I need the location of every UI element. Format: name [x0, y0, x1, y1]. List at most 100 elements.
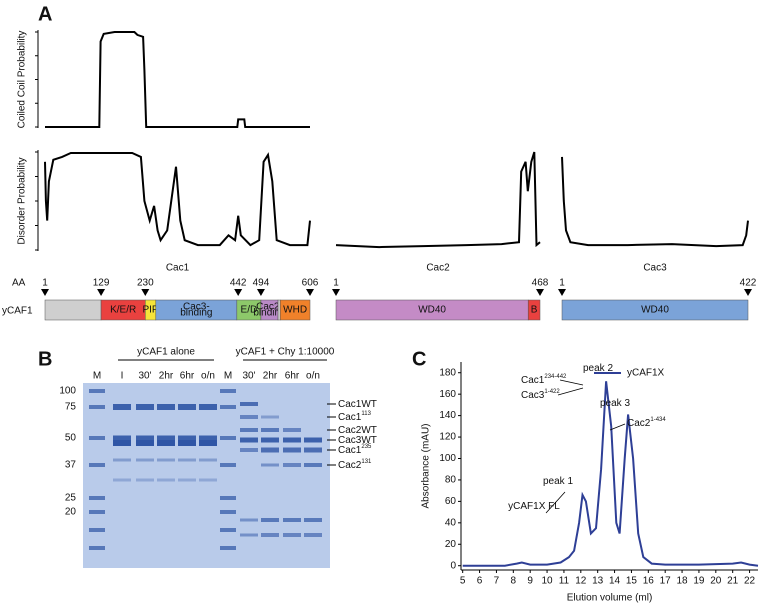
gel-band [220, 496, 236, 500]
domain-label: WD40 [418, 305, 446, 316]
x-tick-label: 18 [677, 576, 689, 587]
probability-line [45, 31, 310, 128]
gel-band [283, 463, 301, 467]
marker-label: 100 [59, 386, 76, 397]
band-label-main: Cac3WT [338, 435, 377, 446]
x-axis-label: Elution volume (ml) [567, 593, 653, 604]
residue-arrow [744, 289, 752, 296]
domain-label: E/D [241, 305, 258, 316]
gel-band [89, 389, 105, 393]
legend-label: yCAF1X [627, 368, 665, 379]
gel-band [283, 428, 301, 432]
gel-band [220, 528, 236, 532]
gel-band [283, 518, 301, 522]
gel-band [113, 458, 131, 462]
gel [83, 383, 330, 568]
gel-band [220, 546, 236, 550]
gel-band [261, 437, 279, 443]
gel-band [178, 458, 196, 462]
x-tick-label: 21 [727, 576, 739, 587]
y-tick-label: 80 [445, 475, 457, 486]
probability-line [335, 151, 541, 249]
protein-title: Cac1 [166, 263, 190, 274]
band-label: Cac1WT [338, 399, 377, 410]
band-label: Cac2WT [338, 425, 377, 436]
residue-label: 1 [559, 278, 565, 289]
gel-band [199, 478, 217, 482]
annotation: peak 3 [600, 398, 630, 409]
domain-label: WD40 [641, 305, 669, 316]
x-tick-label: 14 [609, 576, 621, 587]
marker-label: 20 [65, 507, 77, 518]
domain-label: B [531, 305, 538, 316]
gel-band [199, 440, 217, 446]
lane-label: 6hr [180, 371, 195, 382]
gel-band [240, 402, 258, 406]
protein-title: Cac2 [426, 263, 450, 274]
band-label-sup: 113 [361, 411, 371, 417]
residue-label: 494 [253, 278, 270, 289]
gel-band [136, 435, 154, 441]
residue-arrow [141, 289, 150, 296]
gel-band [89, 528, 105, 532]
lane-group-label: yCAF1 + Chy 1:10000 [236, 347, 335, 358]
annotation-sup: 1-422 [544, 389, 560, 395]
residue-label: 230 [137, 278, 154, 289]
x-tick-label: 20 [710, 576, 722, 587]
residue-arrow [234, 289, 243, 296]
band-label-main: Cac1WT [338, 399, 377, 410]
x-tick-label: 11 [559, 576, 570, 587]
domain [527, 299, 541, 321]
gel-image [83, 383, 330, 568]
lane-label: 30' [138, 371, 151, 382]
lane-label: 2hr [263, 371, 278, 382]
gel-band [136, 478, 154, 482]
residue-label: 468 [532, 278, 549, 289]
gel-band [89, 463, 105, 467]
lane-label: 2hr [159, 371, 174, 382]
band-label-sup: 131 [361, 459, 372, 465]
annotation: peak 1 [543, 476, 573, 487]
residue-arrow [332, 289, 340, 296]
panel-label: C [412, 348, 426, 370]
y-tick-label: 180 [439, 367, 456, 378]
residue-label: 442 [230, 278, 247, 289]
residue-arrow [41, 289, 49, 296]
gel-band [178, 478, 196, 482]
gel-band [89, 510, 105, 514]
annotation: Cac21-434 [627, 417, 666, 429]
gel-band [178, 435, 196, 441]
gel-band [89, 405, 105, 409]
domain-label: WHD [283, 305, 307, 316]
annotation-arrow [557, 387, 584, 396]
probability-line [561, 156, 749, 248]
gel-band [89, 546, 105, 550]
domain [44, 299, 102, 321]
gel-band [157, 404, 175, 410]
band-label: Cac3WT [338, 435, 377, 446]
elution-line [462, 381, 759, 567]
annotation: yCAF1X FL [508, 501, 560, 512]
gel-band [304, 518, 322, 522]
gel-band [199, 435, 217, 441]
gel-band [283, 533, 301, 537]
x-tick-label: 22 [744, 576, 756, 587]
gel-band [113, 440, 131, 446]
y-tick-label: 60 [445, 496, 457, 507]
residue-label: 1 [42, 278, 48, 289]
gel-band [261, 428, 279, 432]
gel-band [113, 404, 131, 410]
lane-label: 6hr [285, 371, 300, 382]
gel-band [157, 478, 175, 482]
gel-band [240, 428, 258, 432]
gel-band [157, 435, 175, 441]
residue-arrow [97, 289, 106, 296]
gel-band [261, 447, 279, 453]
x-tick-label: 10 [542, 576, 554, 587]
domain-label: Cac3- [183, 302, 210, 313]
annotation-arrow [545, 491, 566, 514]
domain-label: K/E/R [110, 305, 136, 316]
annotation-arrow [609, 423, 626, 431]
residue-label: 422 [740, 278, 757, 289]
